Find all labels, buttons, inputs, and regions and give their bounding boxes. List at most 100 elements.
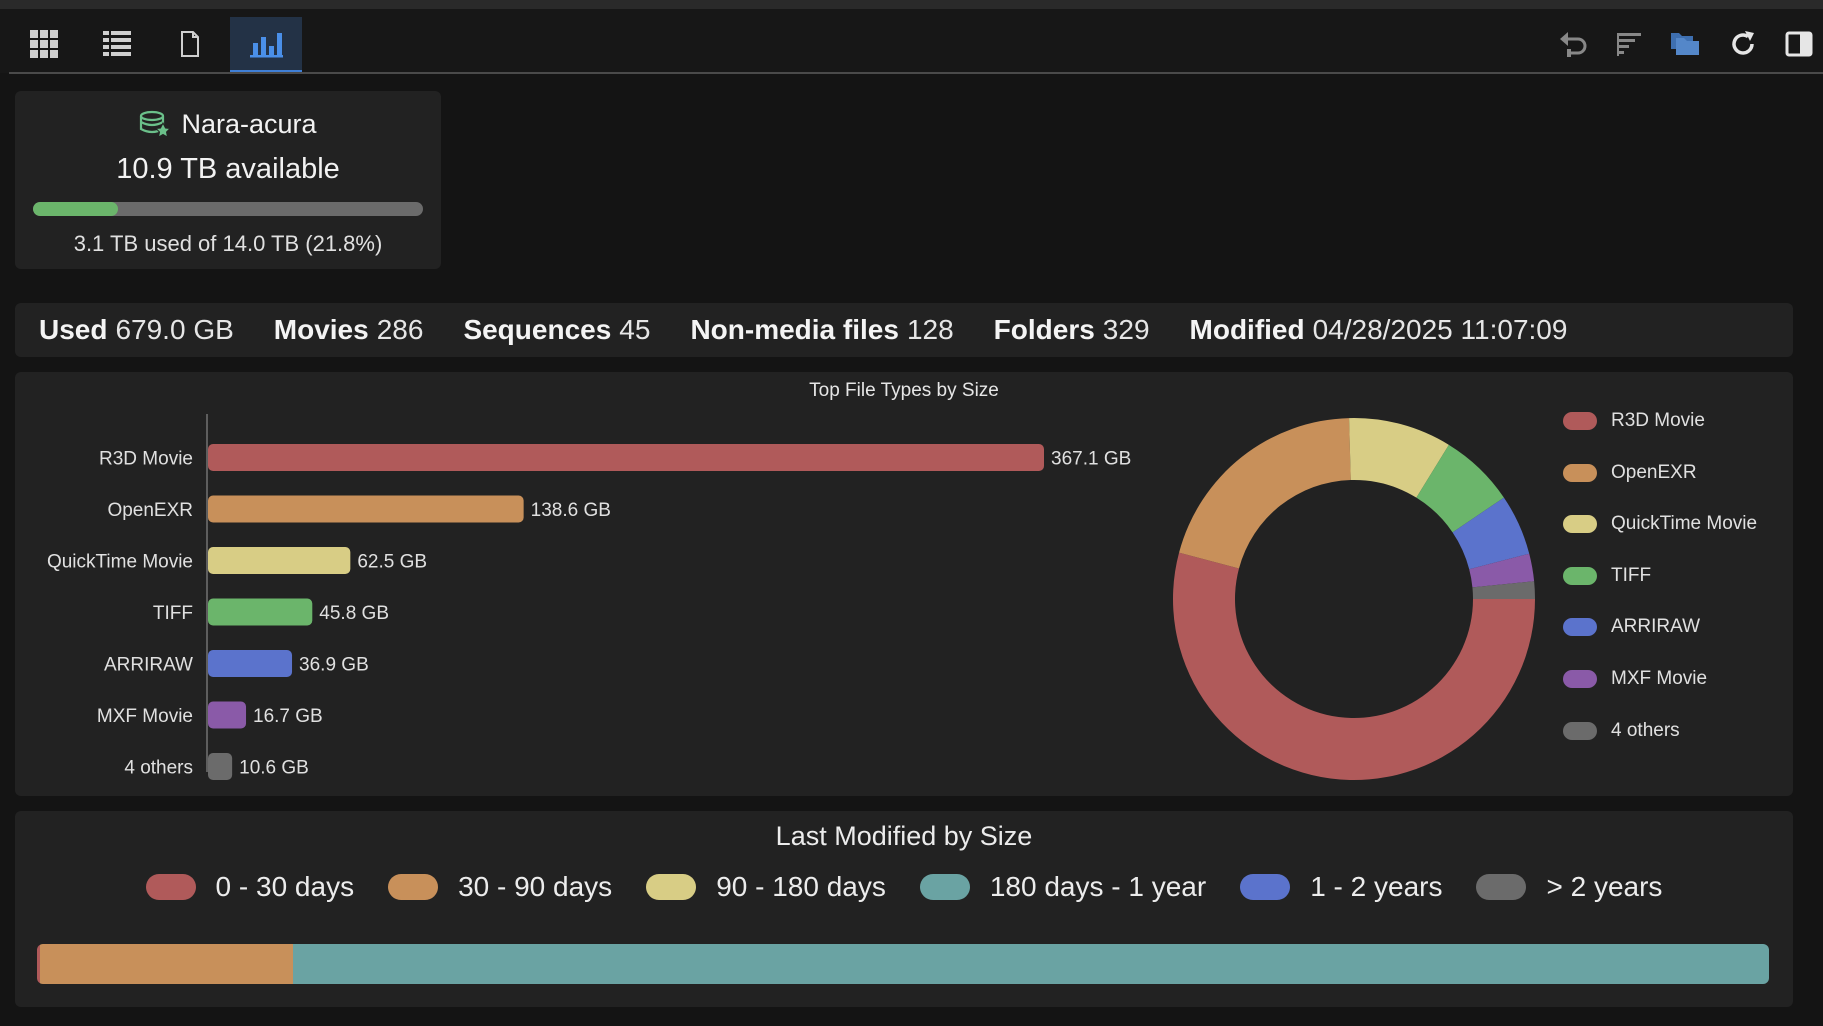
bar-chart-icon bbox=[250, 33, 283, 58]
stat-modified: Modified 04/28/2025 11:07:09 bbox=[1190, 314, 1568, 346]
bar-category-label: MXF Movie bbox=[97, 706, 193, 727]
legend-item[interactable]: QuickTime Movie bbox=[1563, 509, 1757, 539]
list-view-icon bbox=[103, 31, 131, 56]
donut-slice-openexr[interactable] bbox=[1179, 418, 1351, 569]
modified-segment-30-90-days[interactable] bbox=[40, 944, 294, 984]
legend-item[interactable]: R3D Movie bbox=[1563, 406, 1705, 436]
file-types-panel: Top File Types by Size R3D Movie 367.1 GB… bbox=[15, 372, 1793, 796]
folders-button[interactable] bbox=[1651, 17, 1721, 71]
legend-label: OpenEXR bbox=[1611, 461, 1697, 483]
bar-openexr[interactable] bbox=[208, 495, 524, 523]
bar-value-label: 367.1 GB bbox=[1051, 449, 1131, 470]
storage-usage-fill bbox=[33, 202, 119, 216]
donut-slice-arriraw[interactable] bbox=[1452, 497, 1530, 570]
modified-legend-swatch bbox=[1476, 874, 1527, 900]
chart-view-button[interactable] bbox=[230, 17, 302, 73]
bar-mxf-movie[interactable] bbox=[208, 701, 247, 729]
sort-button[interactable] bbox=[1594, 17, 1664, 71]
side-panel-button[interactable] bbox=[1764, 17, 1823, 71]
bar-quicktime-movie[interactable] bbox=[208, 547, 351, 574]
storage-usage-bar bbox=[33, 202, 423, 216]
legend-swatch bbox=[1563, 412, 1597, 430]
stat-value: 679.0 GB bbox=[115, 314, 234, 345]
side-panel-icon bbox=[1785, 31, 1813, 57]
modified-legend-item[interactable]: 30 - 90 days bbox=[388, 871, 612, 903]
bar-value-label: 62.5 GB bbox=[357, 552, 427, 573]
bar-category-label: QuickTime Movie bbox=[47, 552, 193, 573]
legend-label: MXF Movie bbox=[1611, 668, 1708, 689]
storage-drive-icon bbox=[140, 110, 172, 138]
grid-view-icon bbox=[30, 30, 58, 58]
modified-legend-swatch bbox=[388, 874, 439, 900]
storage-used-text: 3.1 TB used of 14.0 TB (21.8%) bbox=[73, 231, 383, 256]
donut-slice-r3d-movie[interactable] bbox=[1172, 552, 1535, 781]
legend-label: QuickTime Movie bbox=[1611, 513, 1758, 535]
stat-non-media-files: Non-media files 128 bbox=[690, 314, 953, 346]
bar-value-label: 138.6 GB bbox=[531, 500, 611, 521]
go-up-button[interactable] bbox=[1537, 17, 1607, 71]
bar-tiff[interactable] bbox=[208, 598, 313, 626]
window-top-strip bbox=[0, 0, 1823, 9]
modified-legend-swatch bbox=[919, 874, 970, 900]
bar-value-label: 36.9 GB bbox=[299, 655, 369, 676]
file-types-chart-title: Top File Types by Size bbox=[809, 380, 999, 401]
legend-item[interactable]: TIFF bbox=[1563, 561, 1651, 591]
donut-slice-mxf-movie[interactable] bbox=[1469, 553, 1535, 588]
sort-icon bbox=[1617, 33, 1641, 56]
grid-view-button[interactable] bbox=[8, 17, 80, 71]
legend-label: TIFF bbox=[1611, 564, 1652, 586]
donut-slice-quicktime-movie[interactable] bbox=[1349, 418, 1449, 498]
stat-label: Modified bbox=[1189, 314, 1305, 345]
modified-legend-item[interactable]: 180 days - 1 year bbox=[919, 871, 1207, 903]
bar-category-label: R3D Movie bbox=[99, 449, 193, 470]
legend-label: ARRIRAW bbox=[1611, 616, 1701, 638]
bar-r3d-movie[interactable] bbox=[208, 444, 1044, 471]
legend-item[interactable]: MXF Movie bbox=[1563, 664, 1707, 694]
folders-icon bbox=[1671, 33, 1699, 55]
modified-legend-label: > 2 years bbox=[1546, 871, 1663, 902]
modified-legend-label: 180 days - 1 year bbox=[989, 871, 1207, 902]
stat-value: 286 bbox=[376, 314, 424, 345]
bar-category-label: 4 others bbox=[124, 758, 193, 779]
legend-swatch bbox=[1563, 618, 1597, 637]
modified-legend-label: 30 - 90 days bbox=[458, 871, 613, 902]
legend-item[interactable]: ARRIRAW bbox=[1563, 612, 1700, 642]
legend-swatch bbox=[1563, 515, 1597, 534]
modified-segment-180-days-1-year[interactable] bbox=[293, 944, 1769, 984]
file-view-button[interactable] bbox=[154, 17, 226, 71]
legend-swatch bbox=[1563, 566, 1597, 585]
donut-slice-4-others[interactable] bbox=[1472, 581, 1535, 599]
bar-category-label: ARRIRAW bbox=[104, 655, 193, 676]
bar-4-others[interactable] bbox=[208, 753, 233, 780]
bar-arriraw[interactable] bbox=[208, 650, 293, 677]
modified-legend-item[interactable]: > 2 years bbox=[1476, 871, 1662, 903]
modified-legend-item[interactable]: 1 - 2 years bbox=[1240, 871, 1442, 903]
legend-item[interactable]: 4 others bbox=[1563, 716, 1680, 746]
legend-swatch bbox=[1563, 670, 1597, 688]
stat-label: Sequences bbox=[463, 314, 612, 345]
stat-movies: Movies 286 bbox=[274, 314, 424, 346]
last-modified-stacked-bar bbox=[37, 944, 1769, 984]
modified-legend-item[interactable]: 0 - 30 days bbox=[145, 871, 354, 903]
list-view-button[interactable] bbox=[81, 17, 153, 71]
modified-legend-swatch bbox=[1240, 874, 1291, 900]
refresh-icon bbox=[1732, 31, 1754, 55]
modified-legend-label: 90 - 180 days bbox=[716, 871, 886, 902]
modified-legend-item[interactable]: 90 - 180 days bbox=[646, 871, 886, 903]
modified-legend-swatch bbox=[145, 874, 196, 900]
toolbar bbox=[0, 9, 1823, 73]
last-modified-title: Last Modified by Size bbox=[775, 821, 1033, 851]
modified-legend-swatch bbox=[646, 874, 697, 900]
last-modified-panel: Last Modified by Size 0 - 30 days 30 - 90… bbox=[15, 811, 1793, 1007]
storage-title: Nara-acura bbox=[15, 107, 441, 141]
stat-folders: Folders 329 bbox=[994, 314, 1150, 346]
stat-sequences: Sequences 45 bbox=[463, 314, 650, 346]
legend-swatch bbox=[1563, 463, 1597, 482]
last-modified-legend: 0 - 30 days 30 - 90 days 90 - 180 days 180 … bbox=[15, 871, 1793, 903]
legend-item[interactable]: OpenEXR bbox=[1563, 458, 1697, 488]
go-up-icon bbox=[1560, 32, 1587, 57]
modified-segment-0-30-days[interactable] bbox=[37, 944, 41, 984]
donut-slice-tiff[interactable] bbox=[1416, 444, 1504, 533]
refresh-button[interactable] bbox=[1708, 17, 1778, 71]
legend-label: 4 others bbox=[1611, 719, 1680, 741]
